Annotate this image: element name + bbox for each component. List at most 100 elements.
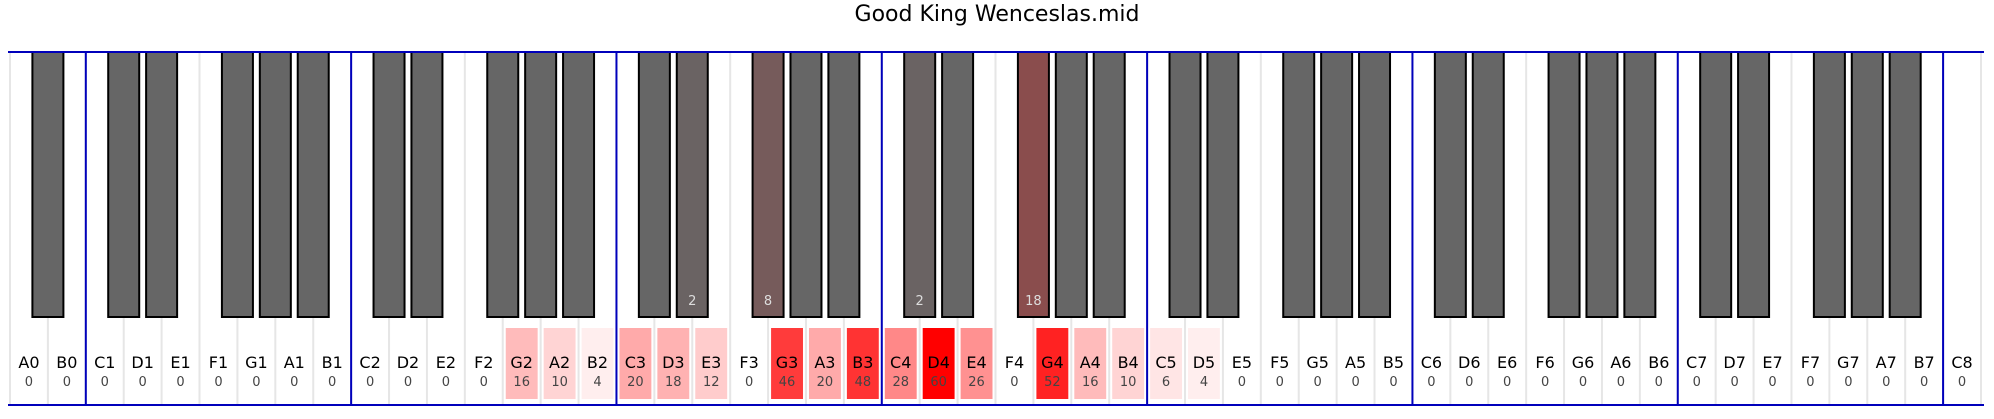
white-key-count-G4: 52 [1044,375,1061,390]
black-key-F#7 [1812,51,1846,318]
black-key-G#7 [1850,51,1884,318]
white-key-count-F3: 0 [745,375,753,390]
white-key-label-B0: B0 [56,353,77,372]
black-key-count-F#3: 8 [764,294,772,309]
black-key-A#3 [827,51,861,318]
black-key-C#1 [107,51,141,318]
white-key-label-D5: D5 [1193,353,1216,372]
white-key-label-C8: C8 [1951,353,1972,372]
white-key-label-B6: B6 [1648,353,1669,372]
white-key-count-C8: 0 [1958,375,1966,390]
white-key-count-B2: 4 [593,375,601,390]
white-key-label-G5: G5 [1306,353,1329,372]
white-key-count-D2: 0 [404,375,412,390]
white-key-label-E1: E1 [170,353,190,372]
white-key-label-F1: F1 [209,353,228,372]
black-key-A#4 [1092,51,1126,318]
white-key-label-C6: C6 [1421,353,1442,372]
note-highlight-A2 [543,328,576,399]
white-key-count-A1: 0 [290,375,298,390]
note-highlight-G3 [771,328,803,399]
note-highlight-A4 [1074,328,1107,399]
white-key-count-C2: 0 [366,375,374,390]
black-key-A#1 [296,51,330,318]
white-key-label-D1: D1 [131,353,154,372]
white-key-label-B7: B7 [1914,353,1935,372]
white-key-label-C2: C2 [359,353,380,372]
white-key-label-E5: E5 [1232,353,1252,372]
note-highlight-B3 [846,328,879,399]
black-key-D#1 [145,51,179,318]
white-key-count-B4: 10 [1120,375,1137,390]
black-key-D#4 [941,51,975,318]
white-key-count-B6: 0 [1655,375,1663,390]
black-key-C#5 [1168,51,1202,318]
note-highlight-D5 [1188,328,1220,399]
black-key-highlight-F#3 [753,53,783,316]
note-highlight-D4 [922,328,955,399]
white-key-label-B1: B1 [322,353,343,372]
white-key-label-G6: G6 [1572,353,1595,372]
note-highlight-A3 [808,328,841,399]
black-key-highlight-D#3 [678,53,707,316]
black-key-G#2 [524,51,558,318]
white-key-count-E5: 0 [1238,375,1246,390]
white-key-label-A1: A1 [284,353,305,372]
black-key-G#3 [789,51,823,318]
white-key-count-B1: 0 [328,375,336,390]
black-key-C#4 [903,51,937,318]
white-key-label-C3: C3 [625,353,646,372]
white-key-count-C4: 28 [892,375,909,390]
black-key-C#3 [637,51,671,318]
white-key-count-G3: 46 [779,375,796,390]
white-key-count-C3: 20 [627,375,644,390]
white-key-count-F4: 0 [1010,375,1018,390]
white-key-count-A5: 0 [1351,375,1359,390]
white-key-label-G4: G4 [1041,353,1064,372]
note-highlight-C5 [1150,328,1183,399]
white-key-label-G7: G7 [1837,353,1860,372]
black-key-D#7 [1737,51,1771,318]
white-key-count-F1: 0 [214,375,222,390]
black-key-G#4 [1054,51,1088,318]
black-key-A#6 [1623,51,1657,318]
black-key-highlight-F#4 [1018,53,1048,316]
white-key-count-E4: 26 [968,375,985,390]
white-key-count-D4: 60 [930,375,947,390]
black-key-F#2 [486,51,520,318]
black-key-A#5 [1358,51,1392,318]
white-key-label-D7: D7 [1723,353,1746,372]
white-key-label-G3: G3 [776,353,799,372]
white-key-count-D7: 0 [1730,375,1738,390]
white-key-count-A7: 0 [1882,375,1890,390]
white-key-label-E4: E4 [966,353,986,372]
white-key-count-F5: 0 [1276,375,1284,390]
white-key-count-F2: 0 [480,375,488,390]
white-key-label-B2: B2 [587,353,608,372]
black-key-C#7 [1699,51,1733,318]
white-key-label-A5: A5 [1345,353,1366,372]
white-key-label-C7: C7 [1686,353,1707,372]
white-key-label-B3: B3 [852,353,873,372]
white-key-count-D3: 18 [665,375,682,390]
chart-title: Good King Wenceslas.mid [854,2,1140,27]
white-key-label-F2: F2 [474,353,493,372]
white-key-label-E6: E6 [1497,353,1517,372]
white-key-count-G6: 0 [1579,375,1587,390]
white-key-label-C1: C1 [94,353,115,372]
white-key-label-F4: F4 [1005,353,1024,372]
white-key-count-F7: 0 [1806,375,1814,390]
white-key-label-D4: D4 [927,353,950,372]
white-key-count-D6: 0 [1465,375,1473,390]
note-highlight-E4 [960,328,993,399]
white-key-label-G2: G2 [510,353,533,372]
black-key-A#0 [31,51,65,318]
white-key-label-A4: A4 [1080,353,1101,372]
black-key-C#2 [372,51,406,318]
black-key-F#4 [1016,51,1050,318]
white-key-label-F7: F7 [1801,353,1820,372]
black-key-F#5 [1282,51,1316,318]
white-key-count-D1: 0 [139,375,147,390]
white-key-count-E6: 0 [1503,375,1511,390]
